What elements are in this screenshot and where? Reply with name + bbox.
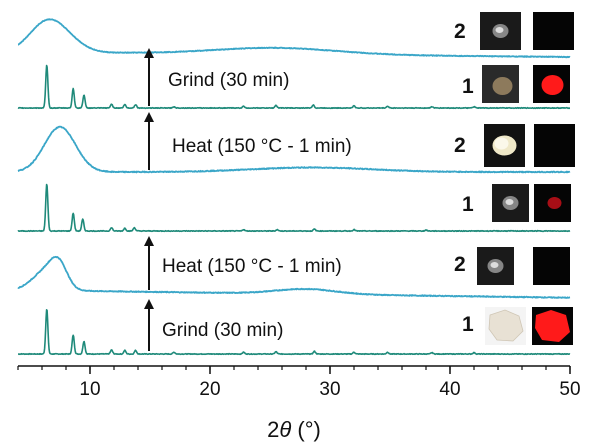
daylight-photo-3 [492, 184, 529, 222]
daylight-photo-6 [480, 12, 521, 50]
uv-photo-6 [533, 12, 574, 50]
pxrd-trace-6 [17, 18, 571, 59]
pxrd-trace-1 [17, 308, 571, 356]
x-tick-label: 50 [559, 379, 580, 400]
sample-label-3: 1 [462, 193, 474, 216]
x-tick-label: 30 [319, 379, 340, 400]
x-tick-label: 20 [199, 379, 220, 400]
daylight-photo-1 [485, 307, 526, 345]
uv-photo-3 [534, 184, 571, 222]
x-axis-label-prefix: 2 [267, 417, 279, 442]
transformation-arrow-head-1 [144, 299, 154, 309]
sample-label-2: 2 [454, 253, 466, 276]
photo-insets [477, 12, 575, 345]
uv-photo-2 [533, 247, 570, 285]
transformation-arrow-head-4 [144, 48, 154, 58]
uv-photo-4 [534, 124, 575, 167]
pxrd-trace-5 [17, 64, 571, 110]
daylight-photo-2 [477, 247, 514, 285]
uv-photo-1 [532, 307, 573, 345]
x-axis: 10 20 30 40 50 [17, 365, 581, 400]
uv-photo-5 [533, 65, 570, 103]
pxrd-traces [17, 18, 571, 356]
x-axis-label-unit: (°) [291, 417, 321, 442]
transformation-arrow-head-3 [144, 112, 154, 122]
transformation-annotations: Grind (30 min) Heat (150 °C - 1 min) Heat … [162, 70, 352, 341]
sample-label-1: 1 [462, 313, 474, 336]
x-tick-label: 10 [79, 379, 100, 400]
transformation-label-2: Heat (150 °C - 1 min) [162, 256, 342, 277]
sample-label-5: 1 [462, 75, 474, 98]
sample-label-6: 2 [454, 20, 466, 43]
daylight-photo-4 [484, 124, 525, 167]
transformation-label-4: Grind (30 min) [168, 70, 289, 91]
transformation-arrow-head-2 [144, 236, 154, 246]
transformation-label-1: Grind (30 min) [162, 320, 283, 341]
sample-label-4: 2 [454, 134, 466, 157]
x-axis-label-variable: θ [279, 417, 291, 442]
transformation-arrows [144, 48, 154, 351]
pxrd-trace-4 [17, 125, 571, 174]
daylight-photo-5 [482, 65, 519, 103]
x-axis-label: 2θ (°) [267, 417, 321, 442]
pxrd-trace-2 [17, 255, 571, 299]
transformation-label-3: Heat (150 °C - 1 min) [172, 136, 352, 157]
x-tick-label: 40 [439, 379, 460, 400]
sample-labels: 1 2 1 2 1 2 [454, 20, 474, 336]
pxrd-trace-3 [17, 183, 571, 233]
